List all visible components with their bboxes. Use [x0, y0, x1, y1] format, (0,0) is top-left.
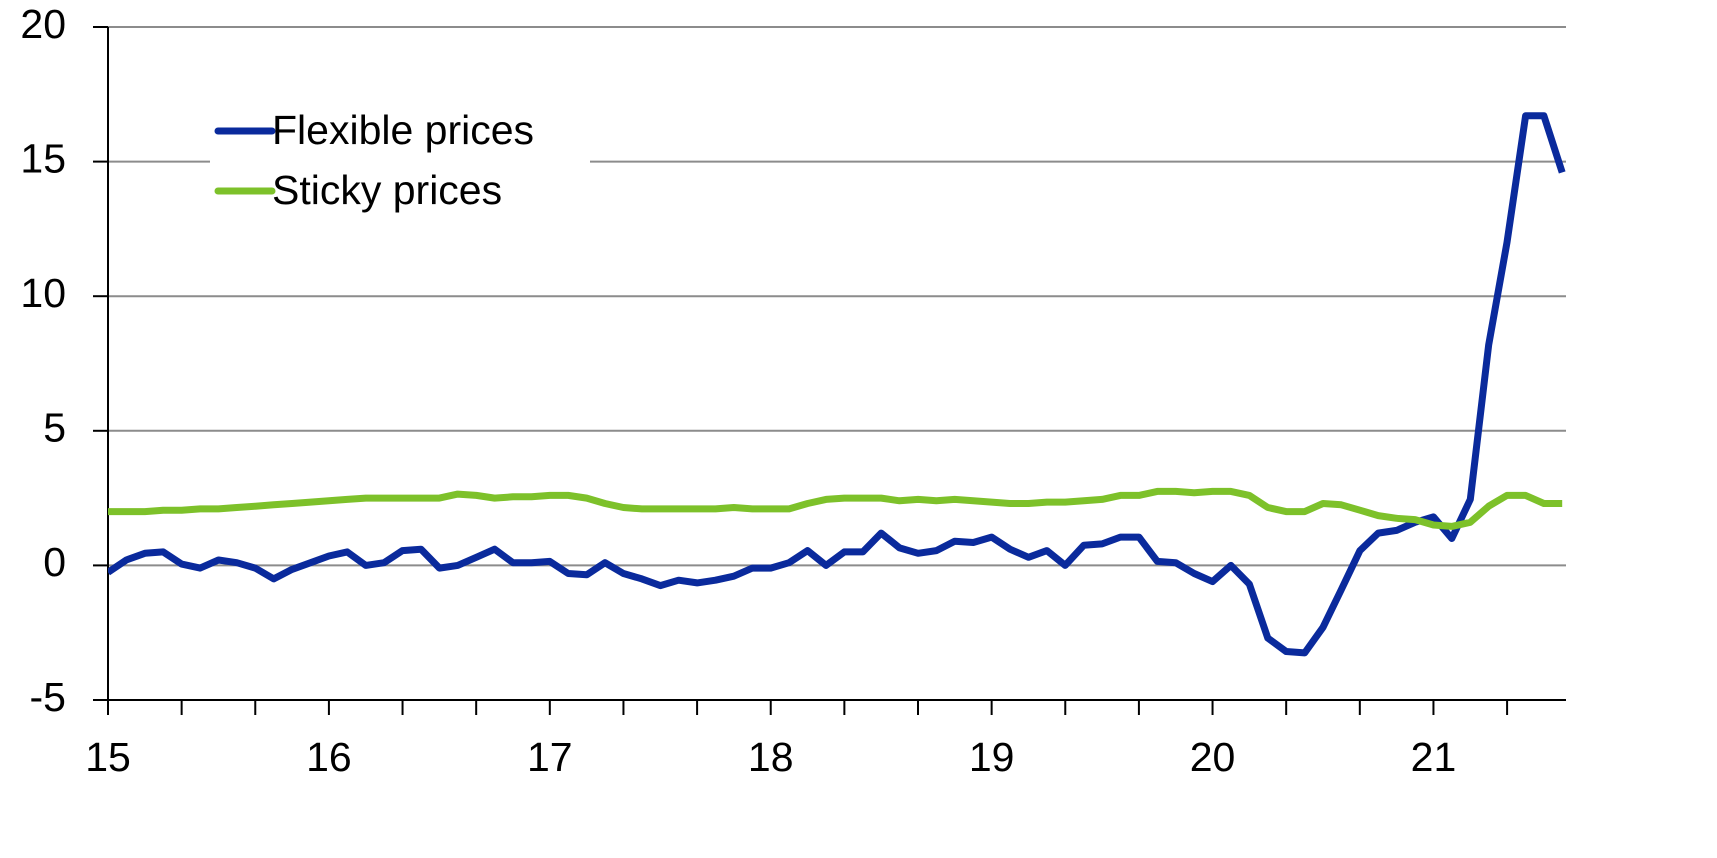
- y-tick-label: 5: [43, 405, 66, 451]
- y-tick-label: 20: [20, 1, 66, 47]
- x-tick-label: 17: [527, 734, 573, 780]
- x-tick-label: 21: [1411, 734, 1457, 780]
- legend-label: Flexible prices: [272, 107, 534, 153]
- series-line: [108, 487, 1563, 530]
- y-tick-label: 0: [43, 539, 66, 585]
- legend-label: Sticky prices: [272, 167, 502, 213]
- x-tick-label: 19: [969, 734, 1015, 780]
- y-tick-label: 10: [20, 270, 66, 316]
- x-tick-label: 18: [748, 734, 794, 780]
- series-line: [108, 112, 1566, 657]
- y-tick-label: -5: [30, 674, 66, 720]
- x-tick-label: 20: [1190, 734, 1236, 780]
- y-tick-label: 15: [20, 135, 66, 181]
- x-tick-label: 15: [85, 734, 131, 780]
- x-tick-label: 16: [306, 734, 352, 780]
- legend-box: [210, 101, 590, 221]
